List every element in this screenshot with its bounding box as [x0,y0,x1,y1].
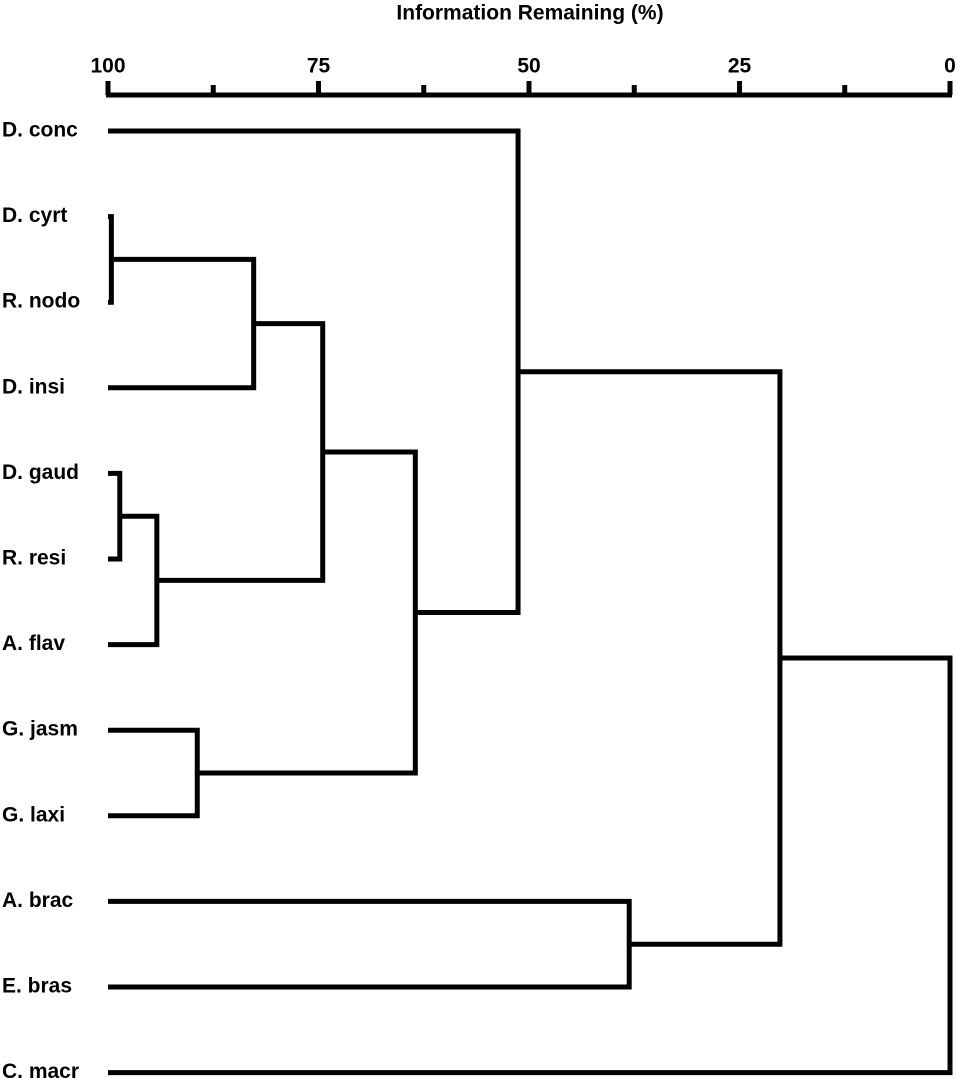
leaf-label: C. macr [2,1060,79,1078]
merge-link [108,256,257,391]
x-tick-label: 50 [517,55,540,78]
leaf-label: G. laxi [2,803,65,826]
leaf-label: D. gaud [2,461,79,484]
leaf-label: G. jasm [2,718,78,741]
x-tick-label: 0 [944,55,956,78]
merge-link [156,321,326,583]
leaf-label: A. flav [2,632,65,655]
chart-title: Information Remaining (%) [396,2,663,25]
merge-link [108,513,160,648]
leaf-label: D. conc [2,119,78,142]
leaf-label: R. resi [2,547,66,570]
leaf-label: A. brac [2,889,74,912]
merge-link [518,369,783,947]
merge-link [108,727,200,819]
x-tick-label: 100 [90,55,125,78]
leaf-label: R. nodo [2,290,80,313]
x-tick-label: 75 [307,55,331,78]
leaf-label: D. cyrt [2,204,67,227]
x-tick-label: 25 [728,55,752,78]
merge-link [197,449,418,776]
merge-link [108,898,632,990]
merge-link [108,655,953,1076]
merge-link [108,470,123,562]
merge-link [108,128,521,615]
leaf-label: D. insi [2,375,65,398]
leaf-label: E. bras [2,975,72,998]
merge-link [108,214,114,305]
